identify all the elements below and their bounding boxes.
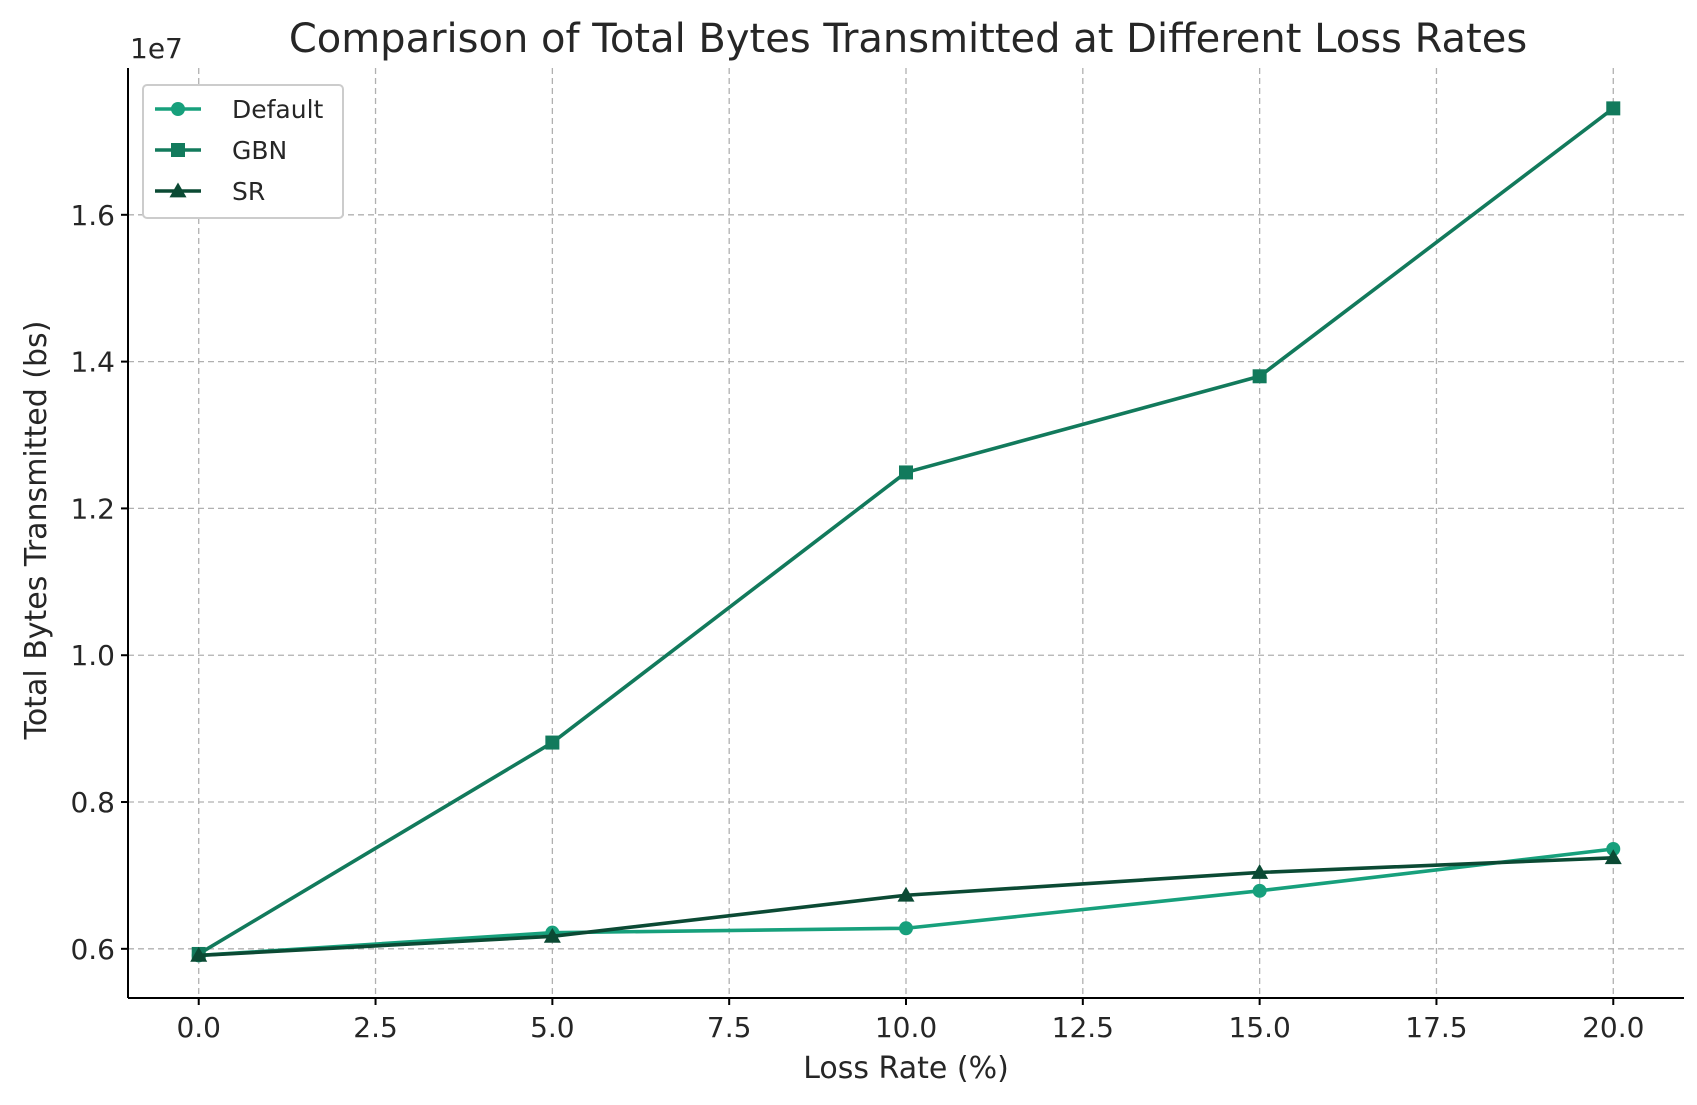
data-point-sr: [543, 927, 561, 943]
series-gbn: [191, 101, 1621, 961]
y-tick-label: 1.0: [70, 639, 115, 672]
x-tick-label: 10.0: [875, 1011, 937, 1044]
legend-entries: Default GBN SR: [155, 95, 324, 206]
legend-swatch-marker: [171, 102, 185, 116]
legend-entry-gbn: GBN: [155, 136, 287, 165]
data-point-gbn: [899, 465, 913, 480]
legend-entry-default: Default: [155, 95, 324, 124]
data-point-sr: [897, 886, 915, 902]
y-axis-label: Total Bytes Transmitted (bs): [19, 321, 54, 741]
data-point-gbn: [1606, 101, 1621, 116]
legend-label: Default: [232, 95, 324, 124]
legend-label: SR: [232, 177, 265, 206]
legend-swatch-marker: [171, 143, 185, 157]
data-point-sr: [190, 946, 208, 962]
x-tick-label: 5.0: [530, 1011, 575, 1044]
grid: [128, 68, 1684, 998]
y-tick-label: 0.8: [70, 786, 115, 819]
y-axis-offset-label: 1e7: [130, 32, 183, 65]
x-tick-label: 20.0: [1582, 1011, 1644, 1044]
legend-box: [142, 84, 344, 219]
x-tick-label: 17.5: [1405, 1011, 1467, 1044]
series-layer: [190, 101, 1622, 963]
x-tick-label: 0.0: [176, 1011, 221, 1044]
x-tick-label: 2.5: [353, 1011, 398, 1044]
data-point-gbn: [545, 735, 560, 750]
x-tick-label: 12.5: [1052, 1011, 1114, 1044]
series-sr: [190, 849, 1622, 962]
legend-swatch-marker: [169, 182, 187, 198]
data-point-gbn: [1252, 369, 1267, 384]
legend-label: GBN: [232, 136, 287, 165]
x-tick-label: 7.5: [707, 1011, 752, 1044]
ticks: 0.0 2.5 5.0 7.5 10.0 12.5 15.0 17.5 20.0 0.6 0.8 1.…: [70, 199, 1644, 1044]
y-tick-label: 1.2: [70, 492, 115, 525]
data-point-sr: [1604, 849, 1622, 865]
legend: Default GBN SR: [142, 84, 344, 219]
y-tick-label: 1.6: [70, 199, 115, 232]
y-tick-label: 0.6: [70, 933, 115, 966]
data-point-sr: [1251, 863, 1269, 879]
chart-title: Comparison of Total Bytes Transmitted at…: [289, 16, 1527, 62]
data-point-default: [1252, 883, 1267, 898]
data-point-default: [1606, 841, 1621, 856]
legend-entry-sr: SR: [155, 177, 265, 206]
data-point-default: [899, 921, 913, 936]
x-tick-label: 15.0: [1228, 1011, 1290, 1044]
x-axis-label: Loss Rate (%): [803, 1051, 1009, 1086]
y-tick-label: 1.4: [70, 346, 115, 379]
